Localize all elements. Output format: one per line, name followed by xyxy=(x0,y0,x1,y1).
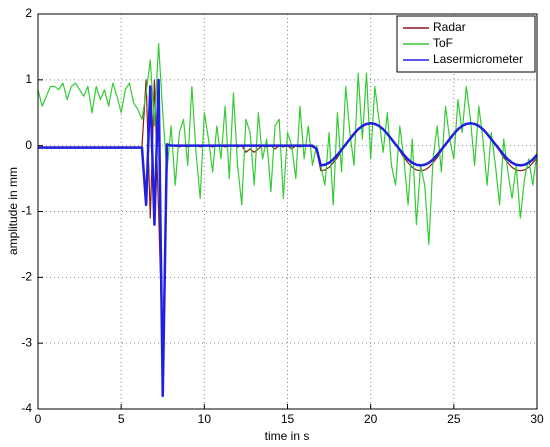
y-tick-label: -4 xyxy=(21,401,32,415)
x-tick-label: 30 xyxy=(530,412,544,426)
x-tick-label: 0 xyxy=(35,412,42,426)
x-tick-label: 20 xyxy=(364,412,378,426)
x-tick-label: 15 xyxy=(281,412,295,426)
series-line xyxy=(38,78,538,398)
legend-label: ToF xyxy=(433,36,453,50)
x-tick-label: 10 xyxy=(198,412,212,426)
x-axis-label: time in s xyxy=(265,429,310,443)
y-axis-label: amplitude in mm xyxy=(6,167,20,255)
y-tick-label: -2 xyxy=(21,270,32,284)
legend-label: Lasermicrometer xyxy=(433,52,523,66)
plot-frame xyxy=(37,13,538,410)
y-tick-label: -3 xyxy=(21,335,32,349)
plot-area xyxy=(38,14,537,409)
x-tick-label: 25 xyxy=(447,412,461,426)
series-line xyxy=(37,43,538,246)
y-tick-label: 1 xyxy=(25,72,32,86)
legend-label: Radar xyxy=(433,20,466,34)
y-tick-label: 2 xyxy=(25,6,32,20)
y-tick-label: -1 xyxy=(21,204,32,218)
y-tick-label: 0 xyxy=(25,138,32,152)
x-tick-label: 5 xyxy=(118,412,125,426)
